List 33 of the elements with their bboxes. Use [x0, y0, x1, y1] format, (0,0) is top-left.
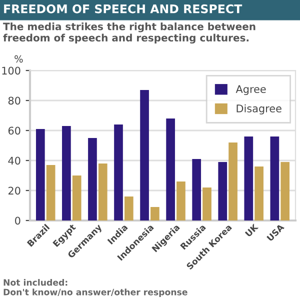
- bar: [88, 138, 97, 220]
- bar: [62, 126, 71, 220]
- y-tick-label: 100: [2, 66, 20, 75]
- x-tick-label: UK: [244, 223, 259, 238]
- legend-label: Disagree: [236, 104, 282, 114]
- chart-title: FREEDOM OF SPEECH AND RESPECT: [4, 4, 242, 14]
- y-tick-label: 0: [15, 216, 20, 225]
- bar: [270, 136, 280, 220]
- bar: [254, 166, 264, 220]
- bar: [150, 207, 160, 220]
- bar: [98, 164, 108, 220]
- bar: [36, 129, 45, 220]
- y-tick-label: 40: [8, 156, 20, 165]
- bar: [192, 159, 202, 220]
- bar: [140, 90, 149, 220]
- bar: [228, 142, 238, 220]
- bar: [244, 136, 254, 220]
- y-axis-title: %: [14, 55, 23, 63]
- bar: [202, 188, 212, 220]
- legend-label: Agree: [236, 85, 266, 96]
- bar: [280, 162, 290, 220]
- bar: [218, 162, 228, 220]
- chart-subtitle: The media strikes the right balance between freedom of speech and respecting cultures.: [3, 22, 256, 44]
- bar: [176, 182, 186, 220]
- text: Not included: Don't know/no answer/other response: [4, 279, 188, 297]
- bar: [166, 118, 175, 220]
- y-tick-label: 20: [8, 186, 20, 195]
- bar: [72, 176, 82, 220]
- bar: [124, 196, 134, 220]
- y-tick-label: 60: [8, 126, 20, 135]
- y-tick-label: 80: [8, 96, 20, 105]
- bar: [46, 165, 56, 220]
- bar: [114, 124, 123, 220]
